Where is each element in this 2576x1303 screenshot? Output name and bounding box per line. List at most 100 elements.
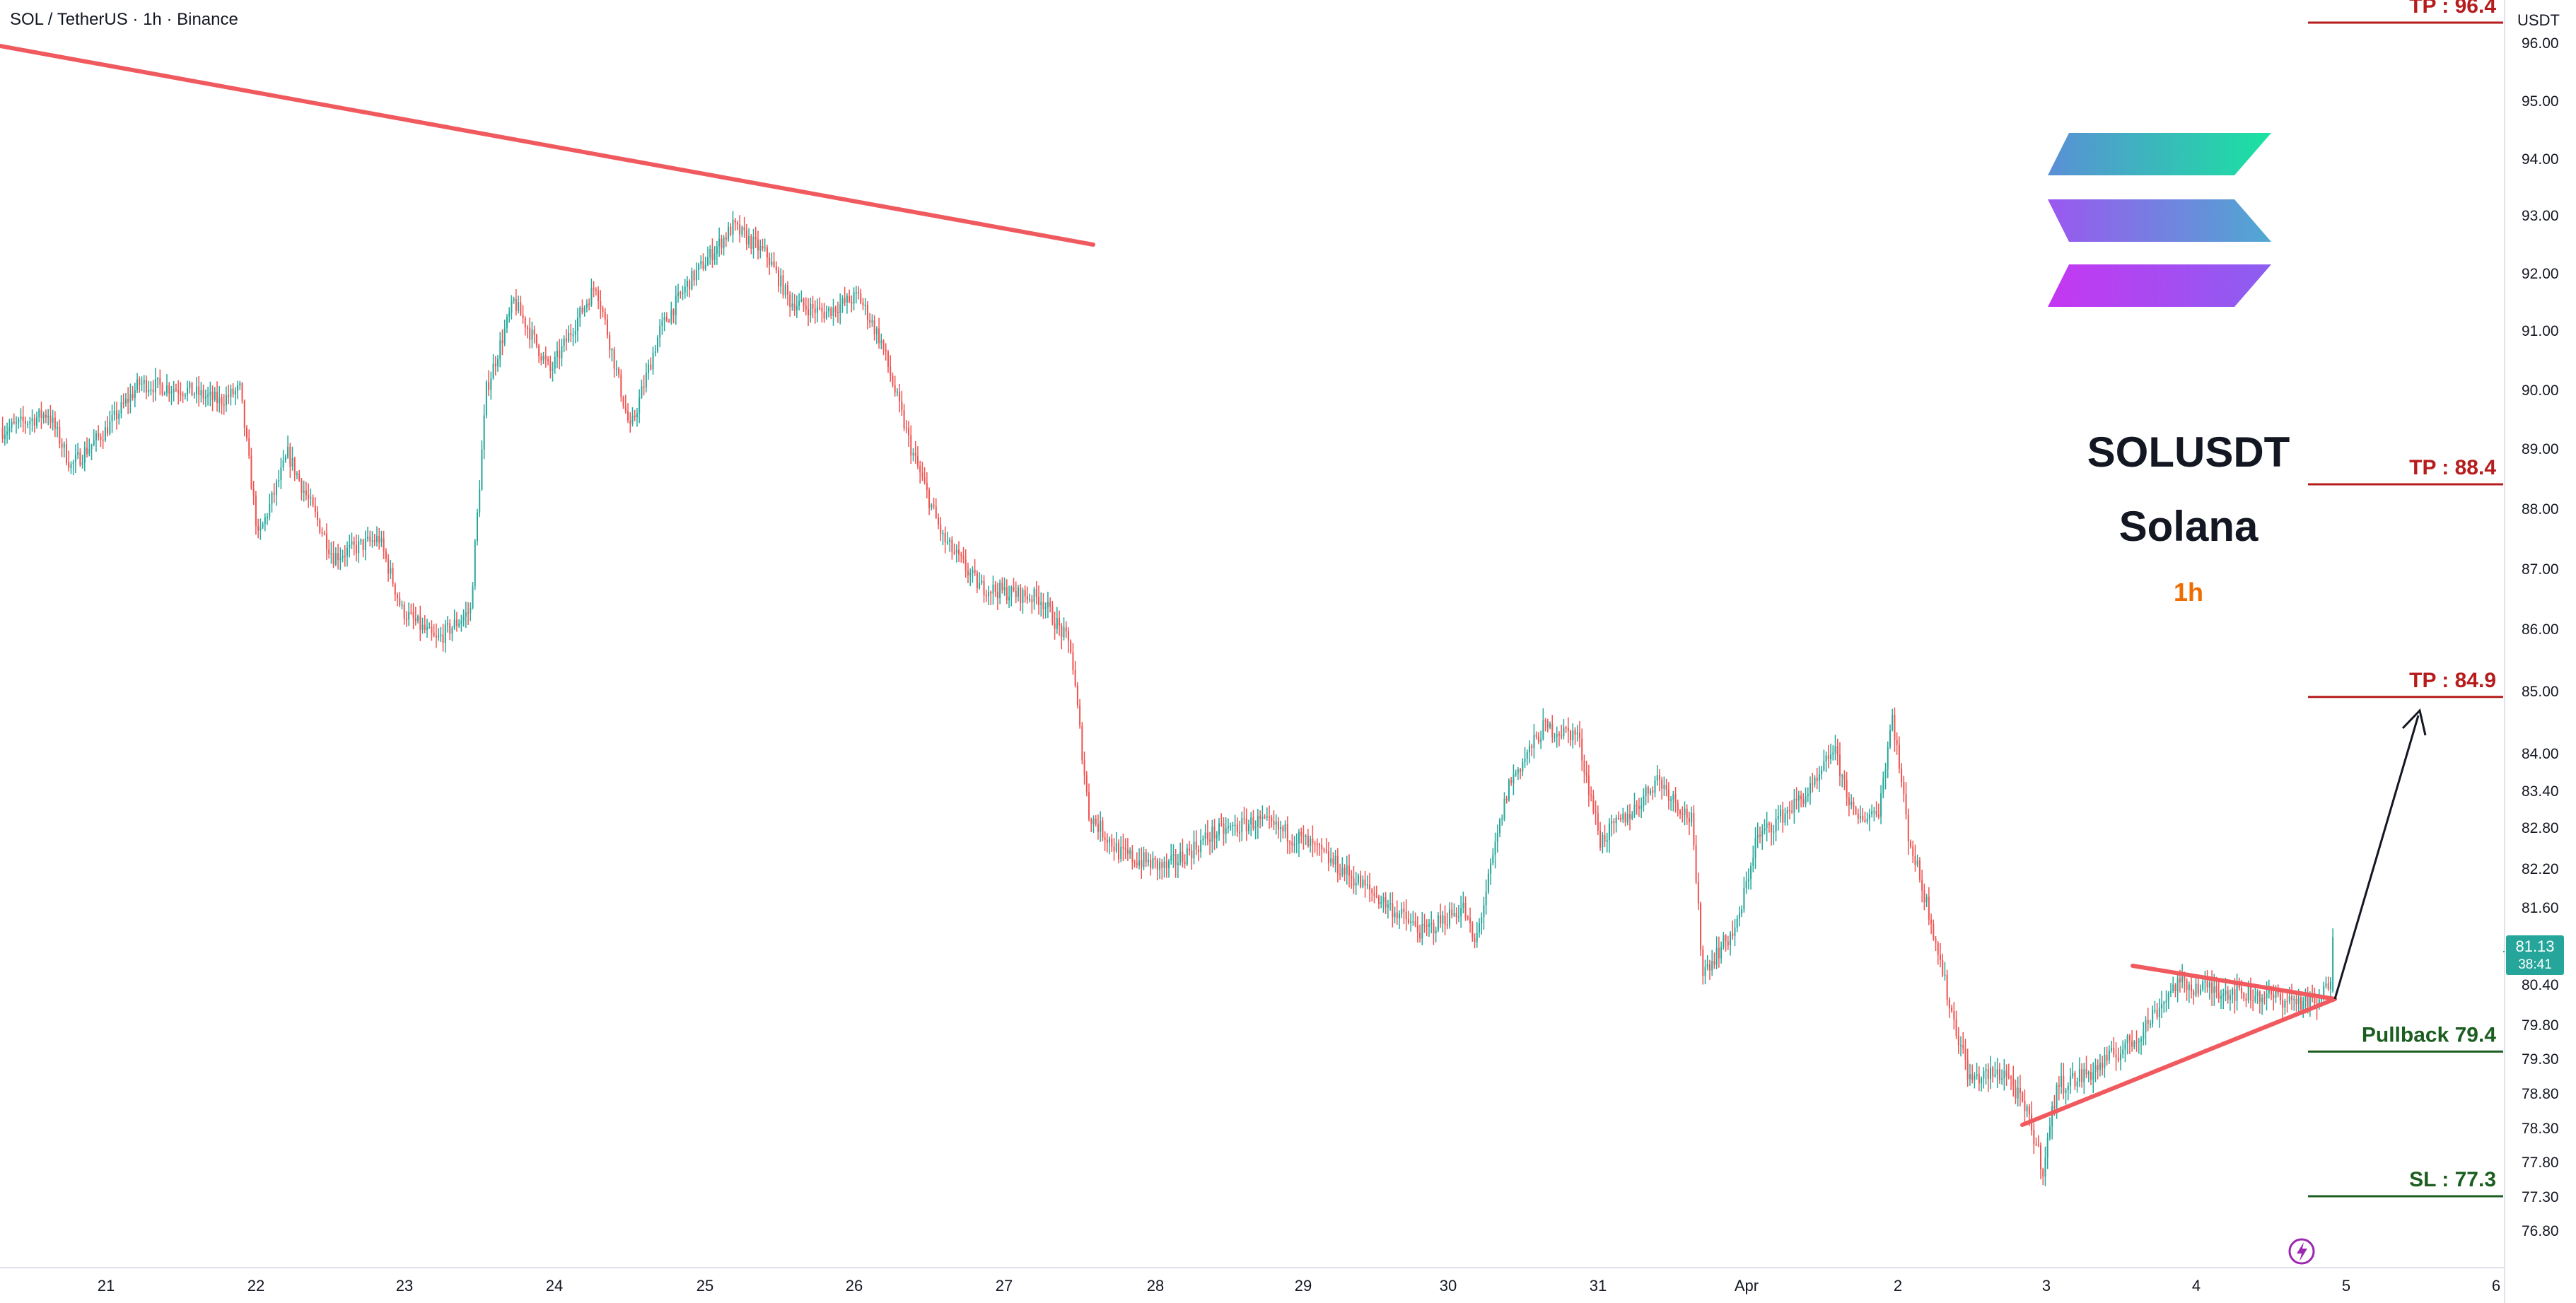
candle-body [408,612,410,620]
candle-body [383,538,385,551]
candle-body [1633,805,1636,815]
candle-body [585,303,588,308]
candle-body [634,416,636,418]
candle-body [887,351,889,367]
candle-body [805,305,807,310]
candle-body [531,329,533,340]
candle-body [858,292,860,293]
candle-body [1638,806,1640,809]
candle-body [1364,880,1366,886]
candle-body [349,544,351,549]
candle-body [1451,909,1453,916]
candle-body [1111,839,1113,847]
candle-body [49,416,52,423]
candle-body [346,548,349,556]
candle-body [894,385,896,393]
price-axis-label: 92.00 [2522,266,2559,282]
candle-body [2329,981,2331,990]
candle-body [1423,923,1426,926]
candle-body [2154,1010,2156,1012]
candle-body [823,311,825,319]
candle-body [1449,909,1451,926]
price-axis-label: 94.00 [2522,151,2559,168]
candle-body [1884,769,1887,778]
candle-body [1252,817,1254,829]
candle-body [967,571,969,575]
candle-body [627,411,629,421]
candle-body [1620,817,1622,820]
candle-body [252,488,255,496]
candle-body [431,626,433,633]
candle-body [1001,583,1003,590]
candle-body [2065,1090,2067,1093]
candle-body [1942,959,1944,976]
candle-body [598,290,600,302]
candle-body [643,386,645,388]
candle-body [1341,867,1344,875]
candle-body [926,482,928,491]
candle-body [2152,1010,2154,1024]
candle-body [1572,730,1574,740]
candle-body [985,595,987,597]
candle-body [2256,991,2259,996]
time-axis-label: 2 [1894,1277,1902,1295]
candle-body [565,338,567,342]
price-axis-label: 93.00 [2522,208,2559,224]
candle-body [1629,814,1631,819]
candle-body [154,378,156,393]
candle-body [503,328,506,344]
candle-body [127,399,129,403]
candle-body [1371,889,1373,894]
candle-body [1202,839,1204,841]
candle-body [1873,811,1875,812]
candle-body [209,392,211,395]
candle-body [570,332,572,335]
candle-body [1771,825,1773,833]
candle-body [882,340,885,349]
triangle-upper-line [2131,964,2337,1001]
candle-body [1782,809,1784,823]
current-price-value: 81.13 [2515,937,2554,955]
candle-body [1375,896,1377,897]
candle-body [873,320,875,334]
candle-body [866,305,868,320]
time-axis[interactable]: 21 22 23 24 25 26 27 28 29 30 31 Apr 2 3 4 5 6 [98,1277,2500,1295]
candle-body [1606,840,1608,842]
candle-body [2015,1087,2017,1099]
candle-body [303,490,305,493]
candle-body [31,418,33,421]
candle-body [59,426,61,444]
candle-body [1948,999,1950,1008]
candle-body [878,328,880,344]
candle-body [63,443,65,448]
candle-body [264,517,266,524]
candle-body [143,380,145,384]
candle-body [1280,826,1282,830]
candle-body [1708,964,1710,971]
candle-body [175,389,177,391]
candle-body [675,296,677,315]
candle-body [204,397,206,399]
candle-body [1636,805,1638,807]
price-axis[interactable]: 96.00 95.00 94.00 93.00 92.00 91.00 90.00 89.00… [2522,35,2559,1239]
candle-body [2163,1003,2165,1005]
candle-body [223,404,225,407]
candle-body [1964,1048,1966,1060]
asset-name: Solana [2119,503,2259,550]
candle-body [1006,587,1008,601]
candle-body [2158,1008,2160,1017]
candle-body [1038,596,1040,605]
candle-body [695,270,697,281]
candle-body [2111,1048,2113,1051]
lightning-alert-icon[interactable] [2288,1238,2315,1265]
candle-body [2113,1048,2115,1055]
candle-body [116,410,118,419]
candle-body [1505,798,1508,801]
candle-body [2273,994,2275,998]
candle-body [1410,921,1412,923]
candle-body [1864,819,1866,822]
time-axis-label: 21 [98,1277,115,1295]
price-axis-label: 81.60 [2522,900,2559,916]
candle-body [689,281,691,290]
